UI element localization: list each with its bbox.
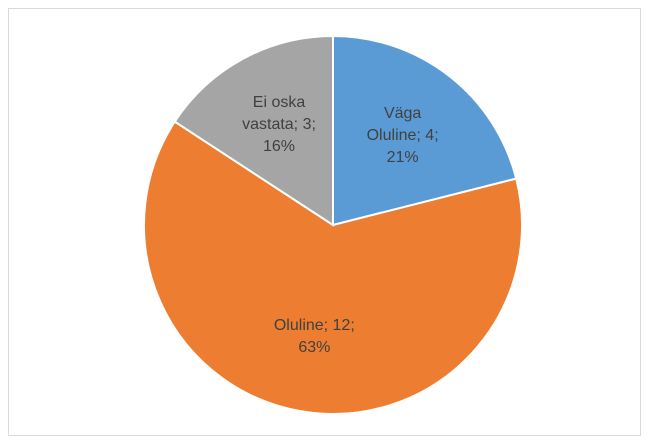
data-label: Väga Oluline; 4; 21% <box>366 104 439 166</box>
data-label: Oluline; 12; 63% <box>273 316 355 356</box>
data-label: Ei oska vastata; 3; 16% <box>242 94 316 156</box>
pie-slice <box>173 34 334 227</box>
pie-slice <box>332 34 518 227</box>
pie-slice <box>143 120 523 415</box>
